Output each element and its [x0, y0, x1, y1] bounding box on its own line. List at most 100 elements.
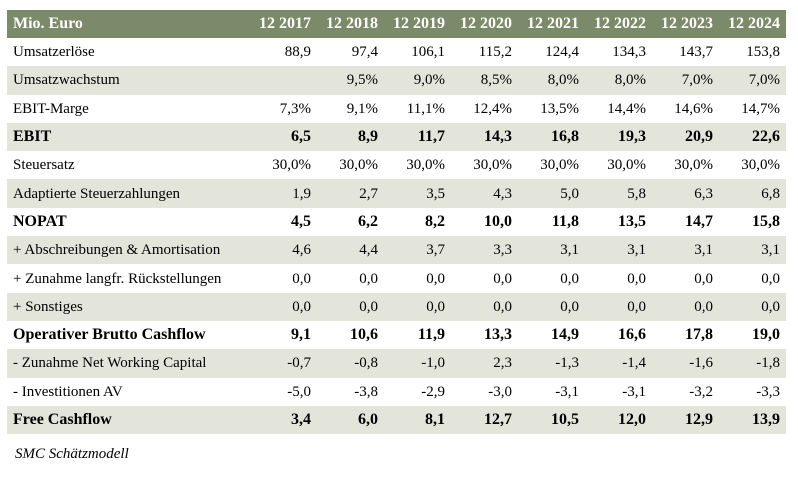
row-value: 13,9 [719, 405, 786, 435]
row-value: 12,4% [473, 100, 512, 117]
row-value: 9,1% [346, 100, 378, 117]
header-year: 12 2018 [317, 10, 384, 38]
row-value: 13,3 [484, 326, 512, 344]
row-value: 14,9 [551, 326, 579, 344]
row-value: 106,1 [411, 44, 445, 61]
row-value: -0,7 [250, 349, 317, 378]
row-value: 0,0 [694, 270, 713, 287]
row-value: 13,5% [540, 100, 579, 117]
row-value: -1,6 [652, 349, 719, 378]
row-value: 6,2 [358, 212, 378, 230]
table-row: + Abschreibungen & Amortisation 4,6 4,4 3,7… [7, 236, 786, 265]
row-value: 0,0 [426, 270, 445, 287]
table-row: Operativer Brutto Cashflow 9,1 10,6 11,9 13,… [7, 321, 786, 349]
row-value: 3,3 [451, 236, 518, 265]
row-value: 7,0% [652, 66, 719, 95]
row-value: -1,0 [384, 349, 451, 378]
row-value: 6,0 [317, 405, 384, 435]
row-value: 12,9 [652, 405, 719, 435]
row-value: 19,0 [752, 326, 780, 344]
row-label: EBIT [7, 122, 250, 152]
row-value: -0,8 [317, 349, 384, 378]
row-value: 124,4 [545, 44, 579, 61]
row-value: 15,8 [752, 212, 780, 230]
row-value: 143,7 [679, 44, 713, 61]
header-year: 12 2021 [518, 10, 585, 38]
row-value: 14,7 [685, 212, 713, 230]
row-value: 10,0 [484, 212, 512, 230]
row-value: 4,3 [451, 179, 518, 208]
table-row: + Sonstiges 0,0 0,0 0,0 0,0 0,0 0,0 0,0 0,0 [7, 292, 786, 321]
row-label: Operativer Brutto Cashflow [13, 326, 206, 344]
row-value: 0,0 [627, 270, 646, 287]
row-label: - Zunahme Net Working Capital [7, 349, 250, 378]
row-value: 9,5% [317, 66, 384, 95]
table-row: - Zunahme Net Working Capital -0,7 -0,8 -1,… [7, 349, 786, 378]
row-value: 2,7 [317, 179, 384, 208]
row-value: 9,1 [291, 326, 311, 344]
table-row: EBIT 6,5 8,9 11,7 14,3 16,8 19,3 20,9 22,6 [7, 122, 786, 152]
row-value: -3,1 [622, 383, 646, 400]
row-value: 19,3 [585, 122, 652, 152]
row-value: 11,9 [417, 326, 445, 344]
row-value: -3,8 [354, 383, 378, 400]
row-value: 8,0% [518, 66, 585, 95]
row-value: 22,6 [719, 122, 786, 152]
row-value: 3,7 [384, 236, 451, 265]
row-value: 8,1 [384, 405, 451, 435]
row-value: 14,6% [674, 100, 713, 117]
row-value: -3,1 [555, 383, 579, 400]
row-value: 8,0% [585, 66, 652, 95]
row-label: - Investitionen AV [13, 383, 123, 400]
row-value: 9,0% [384, 66, 451, 95]
row-value: 30,0% [540, 157, 579, 174]
row-value: 3,1 [652, 236, 719, 265]
row-value: 14,3 [451, 122, 518, 152]
table-row: Adaptierte Steuerzahlungen 1,9 2,7 3,5 4,3 5,… [7, 179, 786, 208]
table-row: EBIT-Marge 7,3% 9,1% 11,1% 12,4% 13,5% 14,4% 14… [7, 95, 786, 123]
row-value: 14,4% [607, 100, 646, 117]
row-label: Umsatzerlöse [13, 44, 95, 61]
row-value [250, 66, 317, 95]
row-value: 0,0 [359, 270, 378, 287]
header-year: 12 2023 [652, 10, 719, 38]
row-value: 30,0% [339, 157, 378, 174]
row-value: 6,5 [250, 122, 317, 152]
header-year: 12 2022 [585, 10, 652, 38]
row-value: -1,3 [518, 349, 585, 378]
row-value: 3,4 [250, 405, 317, 435]
row-value: 11,7 [384, 122, 451, 152]
row-value: 5,8 [585, 179, 652, 208]
row-value: 1,9 [250, 179, 317, 208]
row-value: 97,4 [351, 44, 378, 61]
row-value: 10,5 [518, 405, 585, 435]
row-value: 0,0 [761, 270, 780, 287]
table-body: Umsatzerlöse 88,9 97,4 106,1 115,2 124,4 134,3… [7, 38, 786, 435]
row-value: 0,0 [560, 270, 579, 287]
row-value: 30,0% [607, 157, 646, 174]
row-label: Adaptierte Steuerzahlungen [7, 179, 250, 208]
row-value: 10,6 [350, 326, 378, 344]
header-year: 12 2017 [250, 10, 317, 38]
row-value: 30,0% [674, 157, 713, 174]
row-value: 16,8 [518, 122, 585, 152]
row-value: 30,0% [272, 157, 311, 174]
row-label: + Sonstiges [7, 292, 250, 321]
row-value: 4,6 [250, 236, 317, 265]
header-unit-label: Mio. Euro [7, 10, 250, 38]
table-row: Umsatzerlöse 88,9 97,4 106,1 115,2 124,4 134,3… [7, 38, 786, 66]
row-value: -3,3 [756, 383, 780, 400]
row-value: 11,8 [551, 212, 579, 230]
row-value: 0,0 [384, 292, 451, 321]
row-label: Free Cashflow [7, 405, 250, 435]
row-value: 3,5 [384, 179, 451, 208]
row-value: 8,2 [425, 212, 445, 230]
row-value: 13,5 [618, 212, 646, 230]
table-row: Umsatzwachstum 9,5% 9,0% 8,5% 8,0% 8,0% 7,0% 7,… [7, 66, 786, 95]
row-value: 0,0 [451, 292, 518, 321]
row-label: + Zunahme langfr. Rückstellungen [13, 270, 222, 287]
row-value: 0,0 [719, 292, 786, 321]
row-value: -3,0 [488, 383, 512, 400]
row-value: -3,2 [689, 383, 713, 400]
row-label: NOPAT [13, 212, 67, 230]
